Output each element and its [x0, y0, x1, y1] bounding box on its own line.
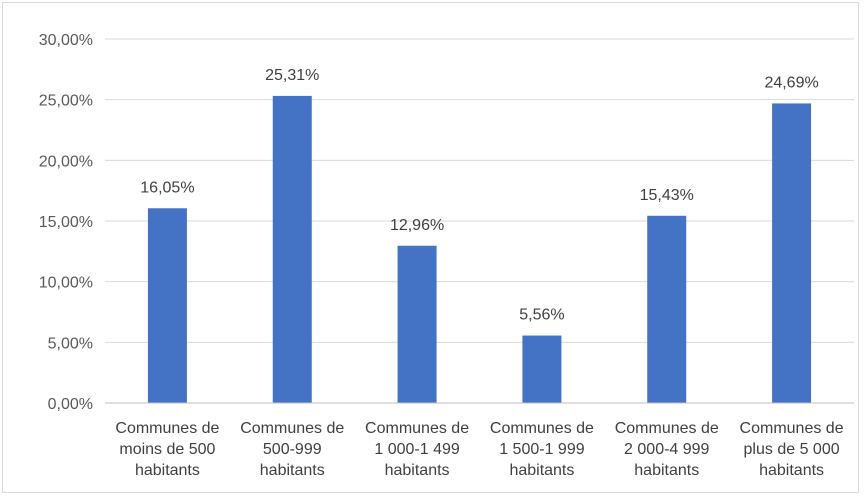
- category-label: Communes de 2 000-4 999 habitants: [615, 420, 719, 479]
- category-label-line: 1 000-1 499: [374, 441, 460, 458]
- data-label: 12,96%: [390, 217, 444, 234]
- category-label-line: moins de 500: [119, 441, 215, 458]
- category-label-line: habitants: [759, 462, 824, 479]
- category-label-line: habitants: [634, 462, 699, 479]
- bar: [647, 215, 687, 403]
- category-label: Communes de moins de 500 habitants: [115, 420, 219, 479]
- category-label-line: Communes de: [490, 420, 594, 437]
- category-labels: Communes de moins de 500 habitantsCommunes…: [115, 420, 843, 479]
- data-label: 15,43%: [640, 187, 694, 204]
- category-label-line: Communes de: [365, 420, 469, 437]
- category-label-line: Communes de: [240, 420, 344, 437]
- chart-frame: 0,00% 5,00% 10,00% 15,00% 20,00% 25,00% 30,00%…: [2, 2, 859, 493]
- category-label-line: 500-999: [263, 441, 322, 458]
- bar: [397, 245, 437, 403]
- category-label-line: Communes de: [615, 420, 719, 437]
- category-label-line: 1 500-1 999: [499, 441, 585, 458]
- y-tick-label: 25,00%: [39, 93, 93, 110]
- category-label-line: habitants: [260, 462, 325, 479]
- data-label: 16,05%: [140, 179, 194, 196]
- bar: [522, 335, 562, 403]
- y-tick-label: 30,00%: [39, 32, 93, 49]
- category-label: Communes de plus de 5 000 habitants: [740, 420, 844, 479]
- bar: [772, 103, 812, 403]
- data-label: 24,69%: [764, 74, 818, 91]
- data-label: 5,56%: [519, 307, 564, 324]
- y-tick-label: 5,00%: [48, 335, 93, 352]
- y-tick-label: 15,00%: [39, 214, 93, 231]
- gridlines: [105, 38, 854, 343]
- category-label: Communes de 1 500-1 999 habitants: [490, 420, 594, 479]
- category-label-line: 2 000-4 999: [624, 441, 710, 458]
- data-labels: 16,05% 25,31% 12,96% 5,56% 15,43% 24,69%: [140, 67, 818, 324]
- y-axis-ticks: 0,00% 5,00% 10,00% 15,00% 20,00% 25,00% 30,00%: [39, 32, 93, 413]
- category-label-line: habitants: [385, 462, 450, 479]
- category-label-line: habitants: [509, 462, 574, 479]
- y-tick-label: 10,00%: [39, 275, 93, 292]
- category-label-line: Communes de: [115, 420, 219, 437]
- category-label-line: plus de 5 000: [744, 441, 840, 458]
- bar: [147, 208, 187, 403]
- bars: [147, 95, 812, 403]
- y-tick-label: 0,00%: [48, 396, 93, 413]
- data-label: 25,31%: [265, 67, 319, 84]
- bar-chart: 0,00% 5,00% 10,00% 15,00% 20,00% 25,00% 30,00%…: [39, 32, 854, 479]
- category-label: Communes de 1 000-1 499 habitants: [365, 420, 469, 479]
- bar: [272, 95, 312, 403]
- y-tick-label: 20,00%: [39, 153, 93, 170]
- category-label-line: Communes de: [740, 420, 844, 437]
- category-label-line: habitants: [135, 462, 200, 479]
- category-label: Communes de 500-999 habitants: [240, 420, 344, 479]
